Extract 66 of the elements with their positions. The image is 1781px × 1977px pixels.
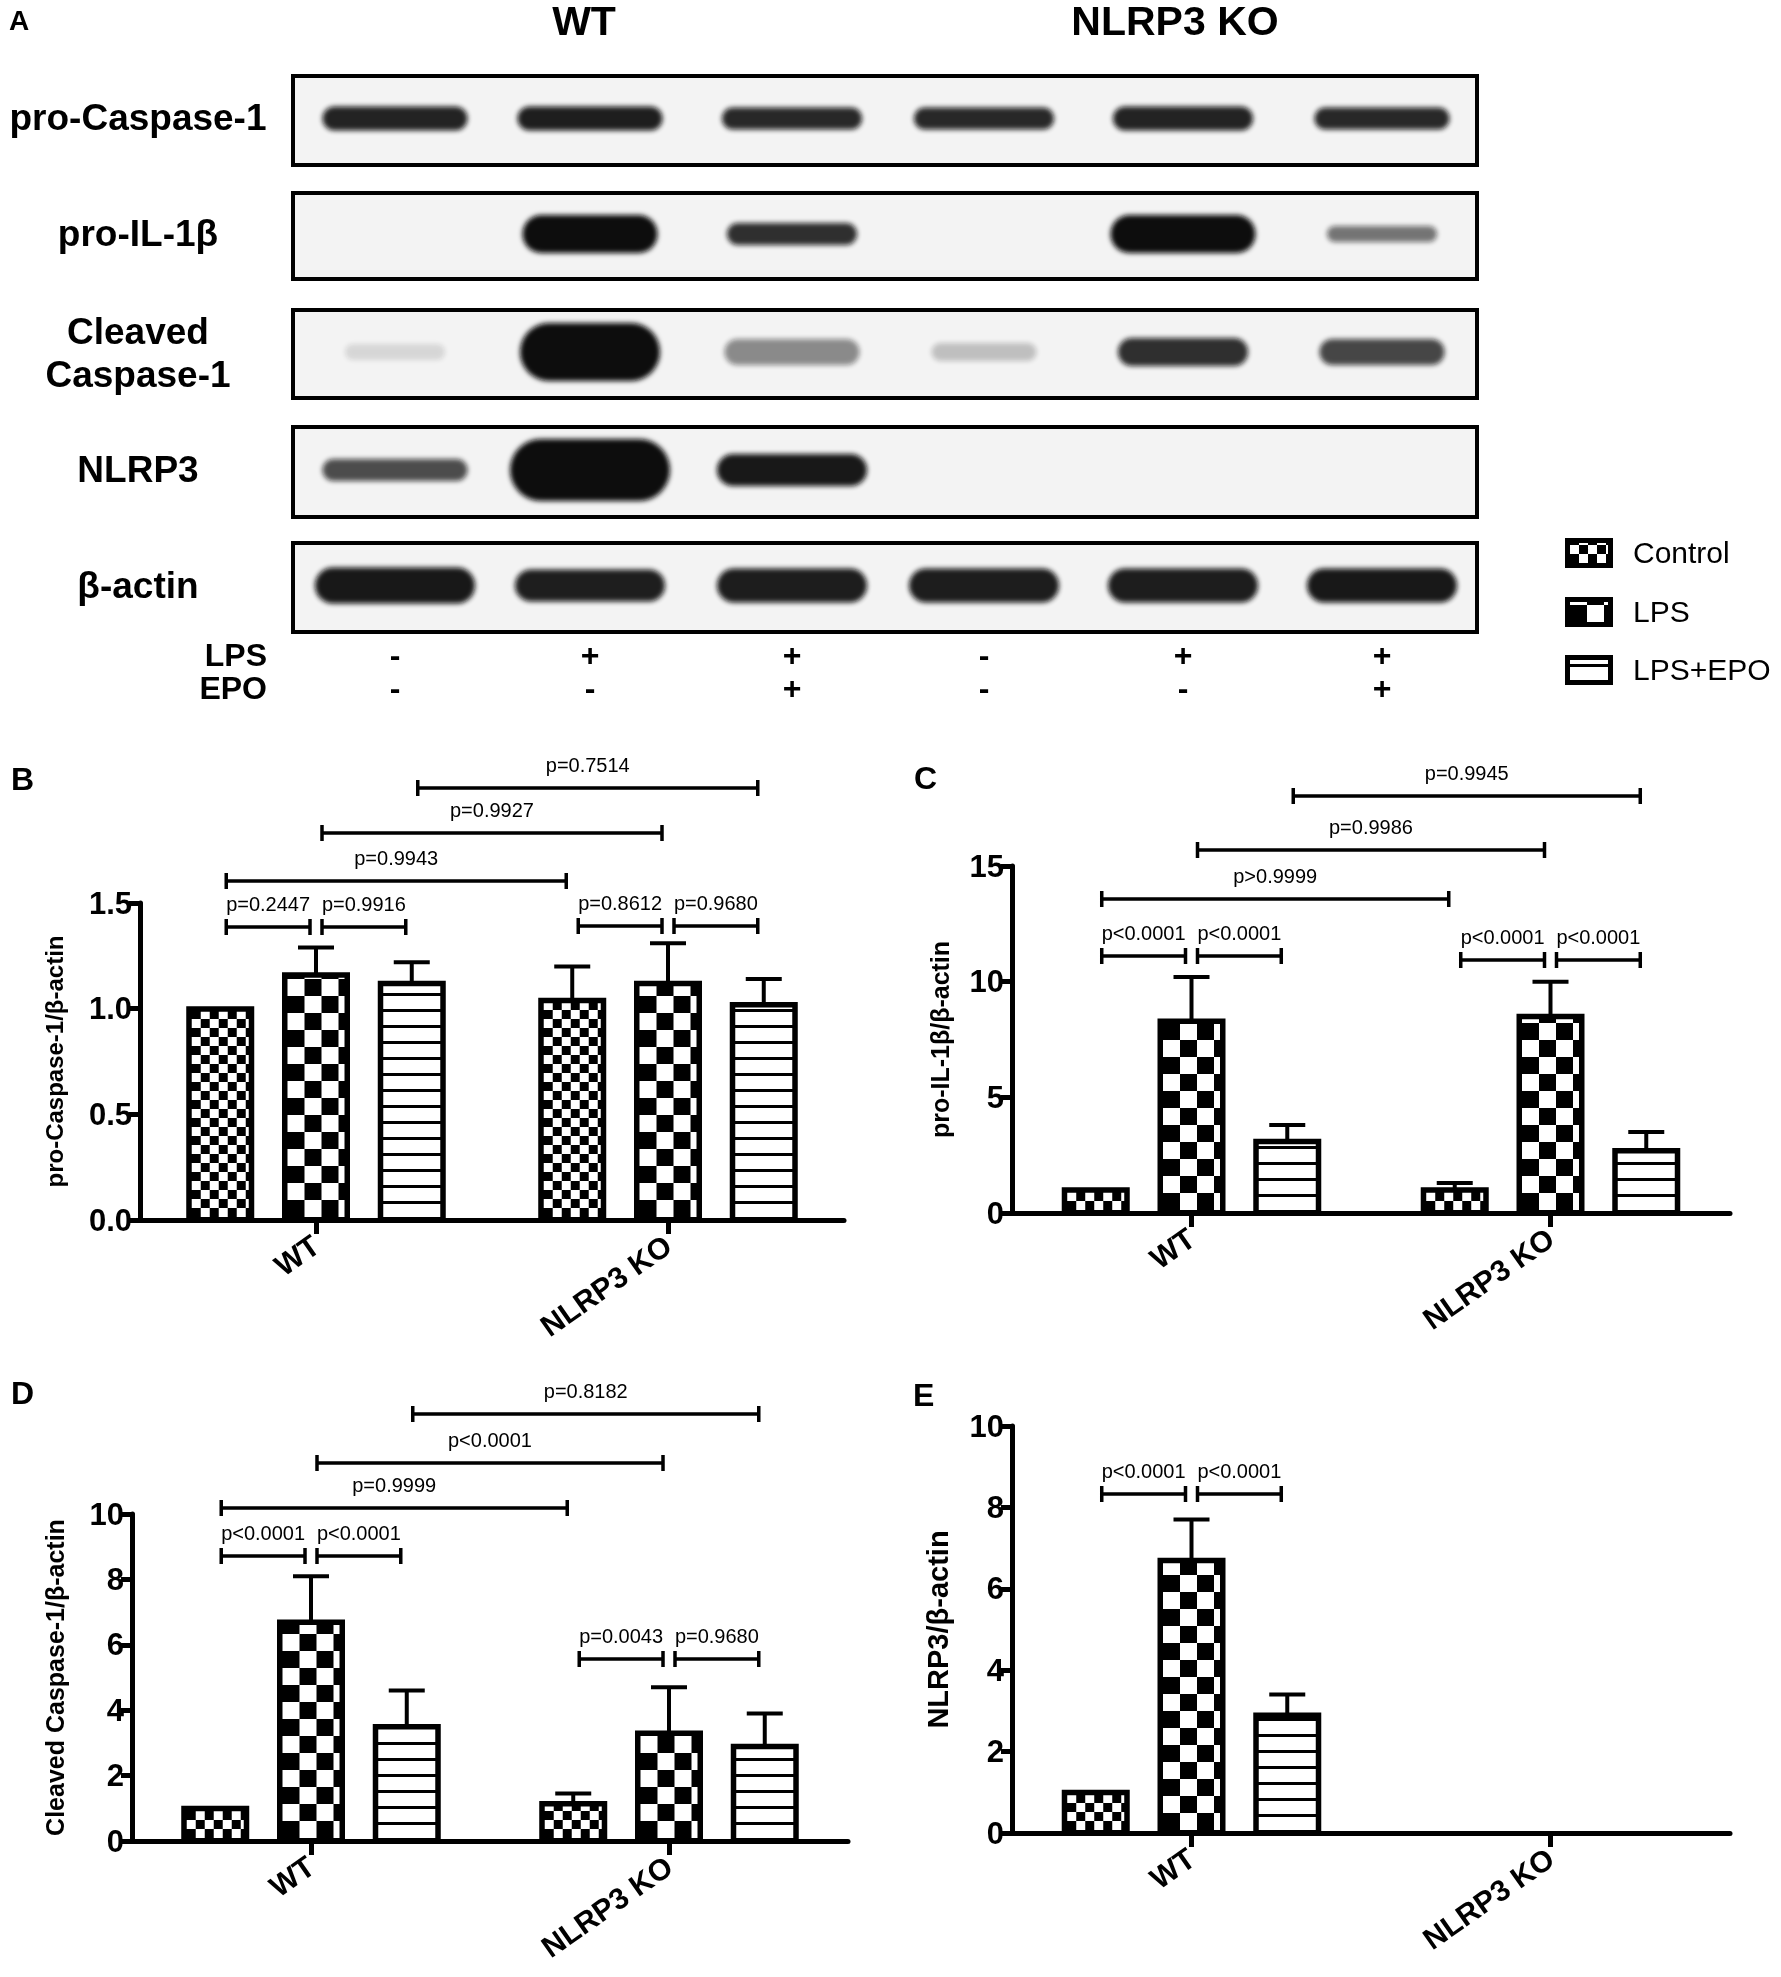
y-tick-label: 2 bbox=[986, 1734, 1004, 1770]
annotation: p=0.2447 bbox=[226, 893, 311, 915]
text: p<0.0001 bbox=[448, 1429, 532, 1451]
text: p=0.8182 bbox=[543, 1380, 628, 1402]
annotation: p=0.8612 bbox=[578, 892, 663, 914]
chart-title: C bbox=[914, 760, 938, 796]
legend-label: LPS bbox=[1633, 594, 1690, 629]
chart-title: E bbox=[913, 1377, 935, 1413]
legend-label: LPS+EPO bbox=[1633, 653, 1771, 687]
annotation: p<0.0001 bbox=[316, 1522, 401, 1544]
annotation: p<0.0001 bbox=[221, 1522, 306, 1544]
chart-title: B bbox=[11, 761, 35, 797]
y-tick-label: 10 bbox=[969, 1408, 1004, 1444]
y-tick-label: 8 bbox=[986, 1489, 1004, 1525]
y-tick-label: 15 bbox=[969, 848, 1004, 884]
text: pro-Caspase-1 bbox=[8, 96, 268, 140]
text: WT bbox=[552, 0, 616, 46]
annotation: p=0.9916 bbox=[321, 893, 406, 915]
text: p=0.9943 bbox=[354, 847, 439, 869]
text: p=0.9999 bbox=[352, 1474, 437, 1496]
annotation: p<0.0001 bbox=[1460, 926, 1545, 948]
annotation: p<0.0001 bbox=[1101, 1460, 1186, 1482]
y-tick-label: 8 bbox=[106, 1561, 124, 1597]
x-tick-label: WT bbox=[268, 1228, 326, 1283]
text: p=0.9986 bbox=[1329, 816, 1413, 838]
text: p=0.7514 bbox=[545, 754, 630, 776]
text: NLRP3 bbox=[76, 448, 200, 492]
y-axis-title: NLRP3/β-actin bbox=[921, 1530, 954, 1729]
y-axis-title: Cleaved Caspase-1/β-actin bbox=[40, 1519, 69, 1836]
annotation: p<0.0001 bbox=[1197, 922, 1282, 944]
y-tick-label: 5 bbox=[986, 1079, 1004, 1115]
annotation: p>0.9999 bbox=[1233, 865, 1318, 887]
y-tick-label: 1.5 bbox=[88, 885, 132, 921]
annotation: p<0.0001 bbox=[1101, 922, 1186, 944]
annotation: p=0.9680 bbox=[674, 1625, 759, 1647]
y-tick-label: 0 bbox=[986, 1815, 1004, 1851]
text: p=0.9927 bbox=[450, 799, 534, 821]
y-tick-label: 4 bbox=[106, 1692, 125, 1728]
legend-label: Control bbox=[1633, 536, 1730, 570]
y-tick-label: 0 bbox=[106, 1823, 124, 1859]
y-tick-label: 6 bbox=[106, 1627, 124, 1663]
annotation: p=0.0043 bbox=[579, 1625, 664, 1647]
y-tick-label: 2 bbox=[106, 1758, 124, 1794]
x-tick-label: WT bbox=[263, 1849, 321, 1904]
text: pro-IL-1β bbox=[56, 212, 220, 256]
x-tick-label: WT bbox=[1143, 1841, 1201, 1896]
y-axis-title: pro-Caspase-1/β-actin bbox=[40, 935, 68, 1188]
text: NLRP3 KO bbox=[1071, 0, 1279, 46]
y-tick-label: 10 bbox=[969, 964, 1004, 1000]
y-tick-label: 1.0 bbox=[88, 991, 132, 1027]
annotation: p=0.9680 bbox=[673, 892, 758, 914]
text: Cleaved Caspase-1 bbox=[44, 311, 232, 397]
text: p=0.9945 bbox=[1424, 762, 1509, 784]
text: A bbox=[8, 4, 30, 38]
y-tick-label: 6 bbox=[986, 1571, 1004, 1607]
text: β-actin bbox=[76, 564, 200, 608]
annotation: p<0.0001 bbox=[1556, 926, 1641, 948]
y-tick-label: 4 bbox=[986, 1652, 1005, 1688]
y-tick-label: 10 bbox=[89, 1496, 124, 1532]
y-tick-label: 0.0 bbox=[88, 1202, 132, 1238]
annotation: p<0.0001 bbox=[1197, 1460, 1282, 1482]
y-tick-label: 0 bbox=[986, 1195, 1004, 1231]
chart-title: D bbox=[11, 1375, 35, 1411]
y-axis-title: pro-IL-1β/β-actin bbox=[925, 940, 954, 1139]
y-tick-label: 0.5 bbox=[88, 1096, 132, 1132]
x-tick-label: WT bbox=[1143, 1221, 1201, 1276]
